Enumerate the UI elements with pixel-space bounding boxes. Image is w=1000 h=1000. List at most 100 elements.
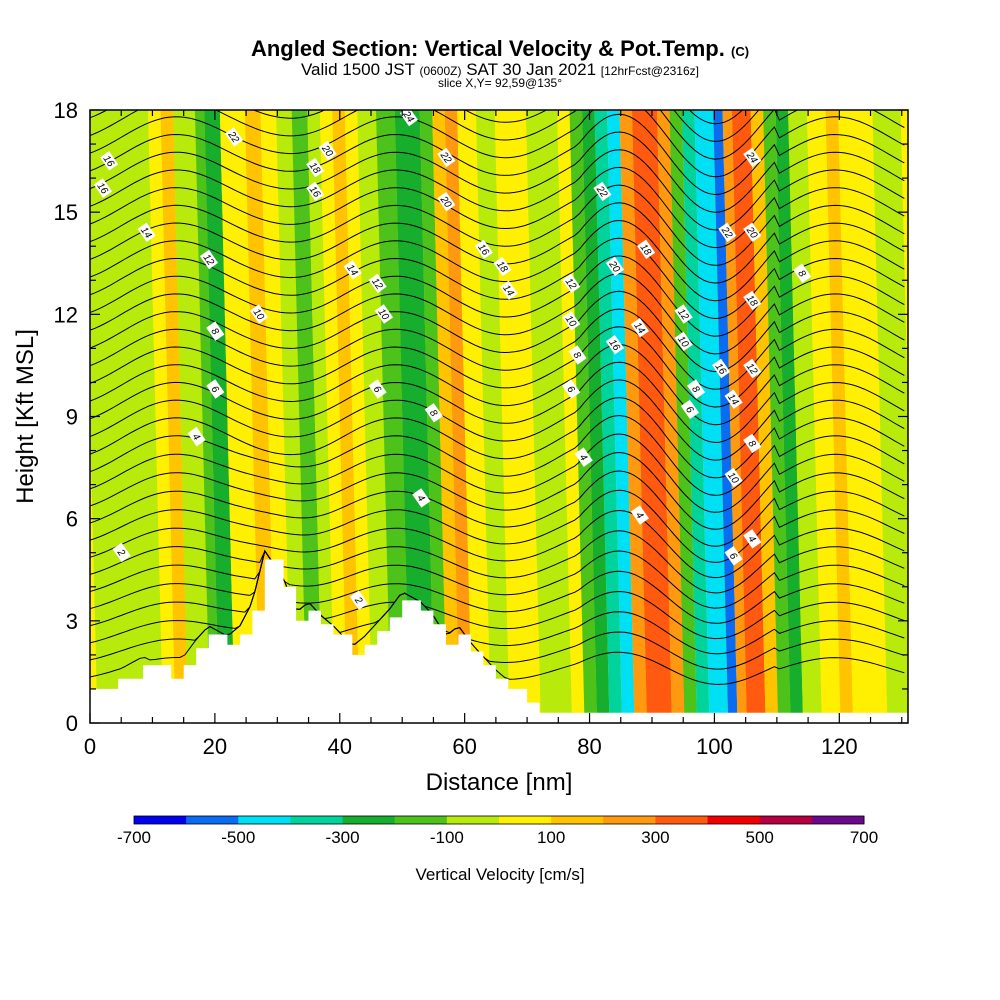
- velocity-band: [632, 110, 672, 723]
- isentrope-line: [90, 451, 905, 530]
- isentrope-line: [90, 273, 905, 355]
- svg-text:4: 4: [745, 534, 757, 545]
- x-tick-label: 0: [84, 734, 96, 759]
- velocity-band: [722, 110, 747, 723]
- colorbar-swatch: [290, 816, 344, 824]
- contour-label: 4: [412, 488, 431, 508]
- velocity-band: [694, 110, 729, 723]
- velocity-band: [148, 110, 176, 723]
- svg-text:6: 6: [208, 384, 220, 395]
- isentrope-line: [90, 509, 905, 579]
- contour-label: 4: [630, 505, 650, 525]
- contour-label: 6: [724, 546, 743, 566]
- velocity-band: [332, 110, 360, 723]
- svg-text:4: 4: [577, 452, 589, 463]
- x-tick-label: 100: [696, 734, 733, 759]
- isentrope-line: [90, 110, 905, 142]
- velocity-band: [569, 110, 598, 723]
- contour-label: 16: [100, 151, 119, 171]
- colorbar-swatch: [342, 816, 396, 824]
- contour-label: 2: [349, 590, 369, 610]
- isentrope-line: [90, 549, 905, 640]
- contour-label: 14: [499, 280, 518, 300]
- contour-label: 12: [743, 358, 762, 379]
- chart-subtitle: Valid 1500 JST (0600Z) SAT 30 Jan 2021 […: [300, 60, 699, 79]
- contour-label: 14: [137, 222, 156, 243]
- contour-label: 8: [568, 345, 587, 365]
- velocity-band: [525, 110, 573, 723]
- velocity-band: [357, 110, 391, 723]
- x-axis-label: Distance [nm]: [426, 769, 573, 796]
- y-tick-label: 12: [54, 302, 78, 327]
- velocity-band: [656, 110, 685, 723]
- contour-label: 16: [605, 335, 625, 355]
- isentrope-line: [90, 290, 905, 373]
- contour-label: 10: [249, 304, 269, 324]
- velocity-band: [806, 110, 841, 723]
- svg-text:4: 4: [190, 432, 202, 443]
- isentrope-line: [90, 433, 905, 513]
- velocity-band: [669, 110, 697, 723]
- contour-label: 8: [687, 379, 706, 399]
- isentrope-line: [90, 530, 905, 594]
- x-tick-label: 60: [452, 734, 476, 759]
- contour-label: 16: [93, 178, 113, 198]
- velocity-band: [594, 110, 623, 723]
- isentrope-line: [90, 149, 905, 231]
- contour-label: 18: [743, 290, 762, 311]
- contour-label: 14: [343, 260, 362, 280]
- isentrope-line: [90, 414, 905, 496]
- y-axis-label: Height [Kft MSL]: [12, 329, 39, 504]
- contour-label: 12: [199, 249, 219, 270]
- isentrope-line: [90, 326, 905, 408]
- isentrope-line: [90, 131, 905, 213]
- colorbar-tick-label: 700: [850, 828, 878, 847]
- velocity-band: [160, 110, 189, 723]
- isentrope-line: [90, 489, 905, 563]
- contour-label: 8: [793, 263, 812, 283]
- contour-label: 10: [562, 311, 581, 331]
- isentrope-line: [90, 237, 905, 320]
- y-tick-label: 9: [66, 405, 78, 430]
- isentrope-line: [90, 219, 905, 302]
- x-tick-label: 20: [203, 734, 227, 759]
- isentrope-line: [90, 549, 905, 609]
- velocity-band: [557, 110, 585, 723]
- contour-label: 4: [743, 529, 762, 549]
- colorbar-tick-label: -700: [117, 828, 151, 847]
- y-tick-label: 0: [66, 711, 78, 736]
- slice-label: slice X,Y= 92,59@135°: [437, 76, 563, 90]
- contour-label: 10: [724, 467, 743, 488]
- colorbar-swatch: [186, 816, 239, 824]
- velocity-band: [475, 110, 510, 723]
- velocity-band: [838, 110, 888, 723]
- svg-text:8: 8: [689, 384, 701, 395]
- svg-text:8: 8: [427, 408, 439, 419]
- velocity-band: [582, 110, 610, 723]
- contour-label: 18: [306, 157, 325, 178]
- isentrope-line: [90, 379, 905, 461]
- contour-label: 6: [206, 379, 225, 399]
- colorbar-swatch: [134, 816, 187, 824]
- velocity-band: [375, 110, 410, 723]
- contour-label: 10: [674, 331, 693, 352]
- svg-text:8: 8: [795, 268, 807, 279]
- isentrope-line: [90, 166, 905, 249]
- contour-label: 16: [474, 239, 493, 260]
- velocity-band: [173, 110, 210, 723]
- velocity-band: [319, 110, 348, 723]
- isentrope-line: [90, 397, 905, 479]
- velocity-band: [291, 110, 323, 723]
- colorbar-tick-label: -300: [326, 828, 360, 847]
- contour-label: 18: [637, 239, 656, 260]
- velocity-band: [90, 110, 164, 723]
- y-tick-label: 6: [66, 507, 78, 532]
- isentrope-line: [90, 549, 905, 624]
- velocity-band: [432, 110, 460, 723]
- svg-text:6: 6: [727, 551, 739, 562]
- contour-label: 8: [424, 403, 443, 423]
- contour-label: 16: [712, 358, 731, 379]
- contour-label: 6: [562, 379, 581, 399]
- contour-label: 8: [206, 321, 225, 341]
